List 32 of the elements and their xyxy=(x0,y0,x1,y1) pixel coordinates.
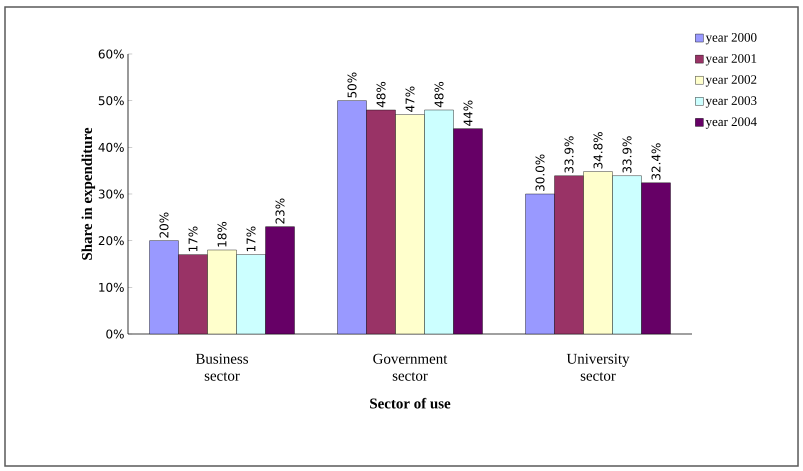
y-tick-label: 30% xyxy=(98,189,124,199)
legend-label: year 2001 xyxy=(706,54,756,66)
data-label: 48% xyxy=(376,82,386,108)
y-tick-label: 0% xyxy=(106,329,124,339)
x-tick-label: Government sector xyxy=(373,354,448,381)
legend-label: year 2000 xyxy=(706,32,757,44)
y-tick-label: 50% xyxy=(98,96,124,106)
data-label: 23% xyxy=(275,198,285,224)
data-label: 44% xyxy=(463,100,473,126)
x-tick-label: Business sector xyxy=(196,354,248,381)
data-label: 32.4% xyxy=(651,143,661,180)
data-label: 17% xyxy=(246,226,256,252)
y-tick-label: 40% xyxy=(98,142,124,152)
legend-label: year 2004 xyxy=(706,117,757,129)
y-tick-label: 20% xyxy=(98,236,124,246)
data-label: 33.9% xyxy=(622,136,632,173)
data-label: 33.9% xyxy=(564,136,574,173)
data-label: 50% xyxy=(347,72,357,98)
legend-label: year 2003 xyxy=(706,96,757,108)
data-label: 18% xyxy=(217,222,227,246)
data-label: 20% xyxy=(159,212,169,238)
x-tick-label: University sector xyxy=(566,354,630,381)
legend-label: year 2002 xyxy=(706,75,756,87)
y-tick-label: 60% xyxy=(98,49,124,59)
x-axis-title: Sector of use xyxy=(370,398,450,409)
data-label: 30.0% xyxy=(535,154,545,191)
data-label: 34.8% xyxy=(593,132,603,168)
data-label: 17% xyxy=(188,226,198,252)
y-tick-label: 10% xyxy=(99,282,124,292)
data-label: 48% xyxy=(434,82,444,108)
y-axis-title: Share in expenditure xyxy=(82,128,96,260)
data-label: 47% xyxy=(405,86,415,112)
